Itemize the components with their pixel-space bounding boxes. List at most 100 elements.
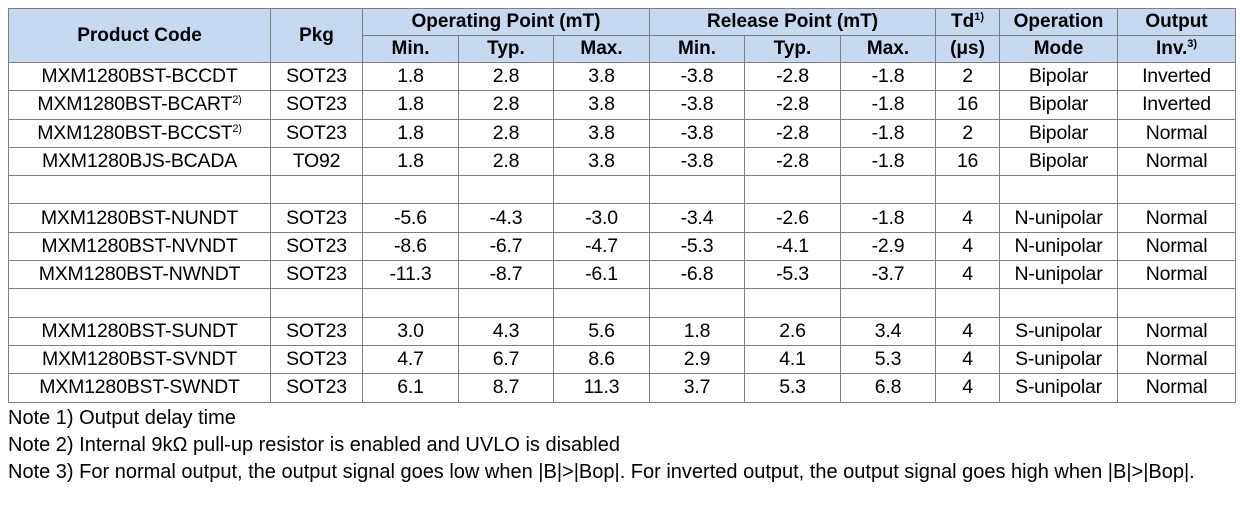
product-code-text: MXM1280BST-BCART bbox=[37, 93, 233, 116]
product-table: Product Code Pkg Operating Point (mT) Re… bbox=[8, 8, 1237, 403]
cell-pkg: SOT23 bbox=[270, 231, 363, 262]
cell-rp-min: -3.8 bbox=[649, 118, 745, 148]
product-code-text: MXM1280BST-SWNDT bbox=[39, 376, 240, 399]
cell-product-code: MXM1280BST-NVNDT bbox=[8, 231, 271, 262]
spacer-cell bbox=[935, 175, 1001, 205]
note-3: Note 3) For normal output, the output si… bbox=[8, 460, 1195, 483]
cell-mode: N-unipolar bbox=[999, 260, 1119, 290]
cell-op-max: 5.6 bbox=[553, 316, 650, 346]
cell-rp-max: -1.8 bbox=[839, 90, 937, 120]
product-code-text: MXM1280BST-BCCST bbox=[37, 121, 233, 144]
cell-pkg: TO92 bbox=[270, 146, 363, 177]
table-row: MXM1280BST-SUNDT SOT23 3.0 4.3 5.6 1.8 2.6 3.4 4… bbox=[8, 316, 1237, 346]
spacer-cell bbox=[362, 175, 459, 205]
cell-op-min: 1.8 bbox=[362, 146, 459, 177]
header-pkg: Pkg bbox=[270, 8, 363, 63]
footnotes: Note 1) Output delay time Note 2) Intern… bbox=[8, 405, 1235, 486]
header-mode: Mode bbox=[999, 35, 1119, 63]
spacer-cell bbox=[1117, 175, 1237, 205]
cell-op-typ: -8.7 bbox=[458, 260, 554, 290]
cell-rp-max: 5.3 bbox=[839, 344, 937, 375]
cell-rp-max: 3.4 bbox=[839, 316, 937, 346]
cell-rp-min: 1.8 bbox=[649, 316, 745, 346]
cell-td: 16 bbox=[935, 146, 1001, 177]
header-td: Td1) bbox=[935, 8, 1001, 36]
cell-product-code: MXM1280BST-BCCDT bbox=[8, 61, 271, 92]
spacer-cell bbox=[649, 175, 745, 205]
cell-rp-min: -5.3 bbox=[649, 231, 745, 262]
spacer-row bbox=[8, 175, 1237, 205]
spacer-cell bbox=[458, 288, 554, 318]
cell-rp-max: -1.8 bbox=[839, 146, 937, 177]
spacer-cell bbox=[839, 288, 937, 318]
spacer-cell bbox=[553, 175, 650, 205]
cell-rp-min: -3.4 bbox=[649, 203, 745, 233]
cell-mode: Bipolar bbox=[999, 146, 1119, 177]
cell-pkg: SOT23 bbox=[270, 61, 363, 92]
cell-op-max: 11.3 bbox=[553, 373, 650, 403]
cell-op-min: 1.8 bbox=[362, 90, 459, 120]
product-code-text: MXM1280BJS-BCADA bbox=[41, 150, 238, 173]
cell-rp-typ: -2.8 bbox=[744, 118, 841, 148]
cell-rp-max: -2.9 bbox=[839, 231, 937, 262]
cell-op-min: 6.1 bbox=[362, 373, 459, 403]
cell-mode: Bipolar bbox=[999, 90, 1119, 120]
cell-op-min: 1.8 bbox=[362, 118, 459, 148]
cell-rp-typ: -2.8 bbox=[744, 61, 841, 92]
cell-pkg: SOT23 bbox=[270, 316, 363, 346]
spacer-cell bbox=[458, 175, 554, 205]
cell-pkg: SOT23 bbox=[270, 118, 363, 148]
cell-mode: S-unipolar bbox=[999, 373, 1119, 403]
cell-op-typ: -4.3 bbox=[458, 203, 554, 233]
cell-td: 2 bbox=[935, 118, 1001, 148]
cell-rp-max: -1.8 bbox=[839, 203, 937, 233]
cell-op-max: 3.8 bbox=[553, 118, 650, 148]
cell-rp-min: -3.8 bbox=[649, 146, 745, 177]
cell-td: 4 bbox=[935, 373, 1001, 403]
cell-mode: Bipolar bbox=[999, 61, 1119, 92]
spacer-cell bbox=[935, 288, 1001, 318]
cell-output: Inverted bbox=[1117, 61, 1237, 92]
cell-op-typ: 6.7 bbox=[458, 344, 554, 375]
product-code-text: MXM1280BST-SVNDT bbox=[41, 348, 238, 371]
spacer-cell bbox=[999, 175, 1119, 205]
datasheet: Product Code Pkg Operating Point (mT) Re… bbox=[8, 8, 1237, 486]
cell-pkg: SOT23 bbox=[270, 260, 363, 290]
header-td-unit: (μs) bbox=[935, 35, 1001, 63]
cell-product-code: MXM1280BST-SUNDT bbox=[8, 316, 271, 346]
table-row: MXM1280BST-SWNDT SOT23 6.1 8.7 11.3 3.7 5.3 6.8… bbox=[8, 373, 1237, 403]
spacer-cell bbox=[270, 175, 363, 205]
cell-rp-min: 2.9 bbox=[649, 344, 745, 375]
spacer-cell bbox=[362, 288, 459, 318]
cell-op-min: -11.3 bbox=[362, 260, 459, 290]
note-2: Note 2) Internal 9kΩ pull-up resistor is… bbox=[8, 433, 620, 456]
cell-product-code: MXM1280BST-NUNDT bbox=[8, 203, 271, 233]
cell-output: Normal bbox=[1117, 260, 1237, 290]
cell-rp-typ: -2.8 bbox=[744, 90, 841, 120]
cell-pkg: SOT23 bbox=[270, 90, 363, 120]
spacer-row bbox=[8, 288, 1237, 318]
header-product-code: Product Code bbox=[8, 8, 271, 63]
cell-rp-max: -1.8 bbox=[839, 61, 937, 92]
cell-mode: N-unipolar bbox=[999, 231, 1119, 262]
product-code-text: MXM1280BST-BCCDT bbox=[41, 65, 238, 88]
cell-rp-max: 6.8 bbox=[839, 373, 937, 403]
header-rp-max: Max. bbox=[839, 35, 937, 63]
cell-op-typ: 2.8 bbox=[458, 90, 554, 120]
spacer-cell bbox=[1117, 288, 1237, 318]
spacer-cell bbox=[8, 175, 271, 205]
cell-rp-min: -3.8 bbox=[649, 90, 745, 120]
table-row: MXM1280BST-NUNDT SOT23 -5.6 -4.3 -3.0 -3.4 -2.… bbox=[8, 203, 1237, 233]
product-code-text: MXM1280BST-NVNDT bbox=[41, 234, 238, 257]
cell-op-max: -3.0 bbox=[553, 203, 650, 233]
cell-op-typ: -6.7 bbox=[458, 231, 554, 262]
cell-output: Inverted bbox=[1117, 90, 1237, 120]
table-row: MXM1280BST-SVNDT SOT23 4.7 6.7 8.6 2.9 4.1 5.3 4… bbox=[8, 344, 1237, 375]
spacer-cell bbox=[8, 288, 271, 318]
cell-output: Normal bbox=[1117, 118, 1237, 148]
cell-rp-min: 3.7 bbox=[649, 373, 745, 403]
cell-rp-typ: 2.6 bbox=[744, 316, 841, 346]
spacer-cell bbox=[999, 288, 1119, 318]
note-1: Note 1) Output delay time bbox=[8, 406, 236, 429]
cell-product-code: MXM1280BST-NWNDT bbox=[8, 260, 271, 290]
